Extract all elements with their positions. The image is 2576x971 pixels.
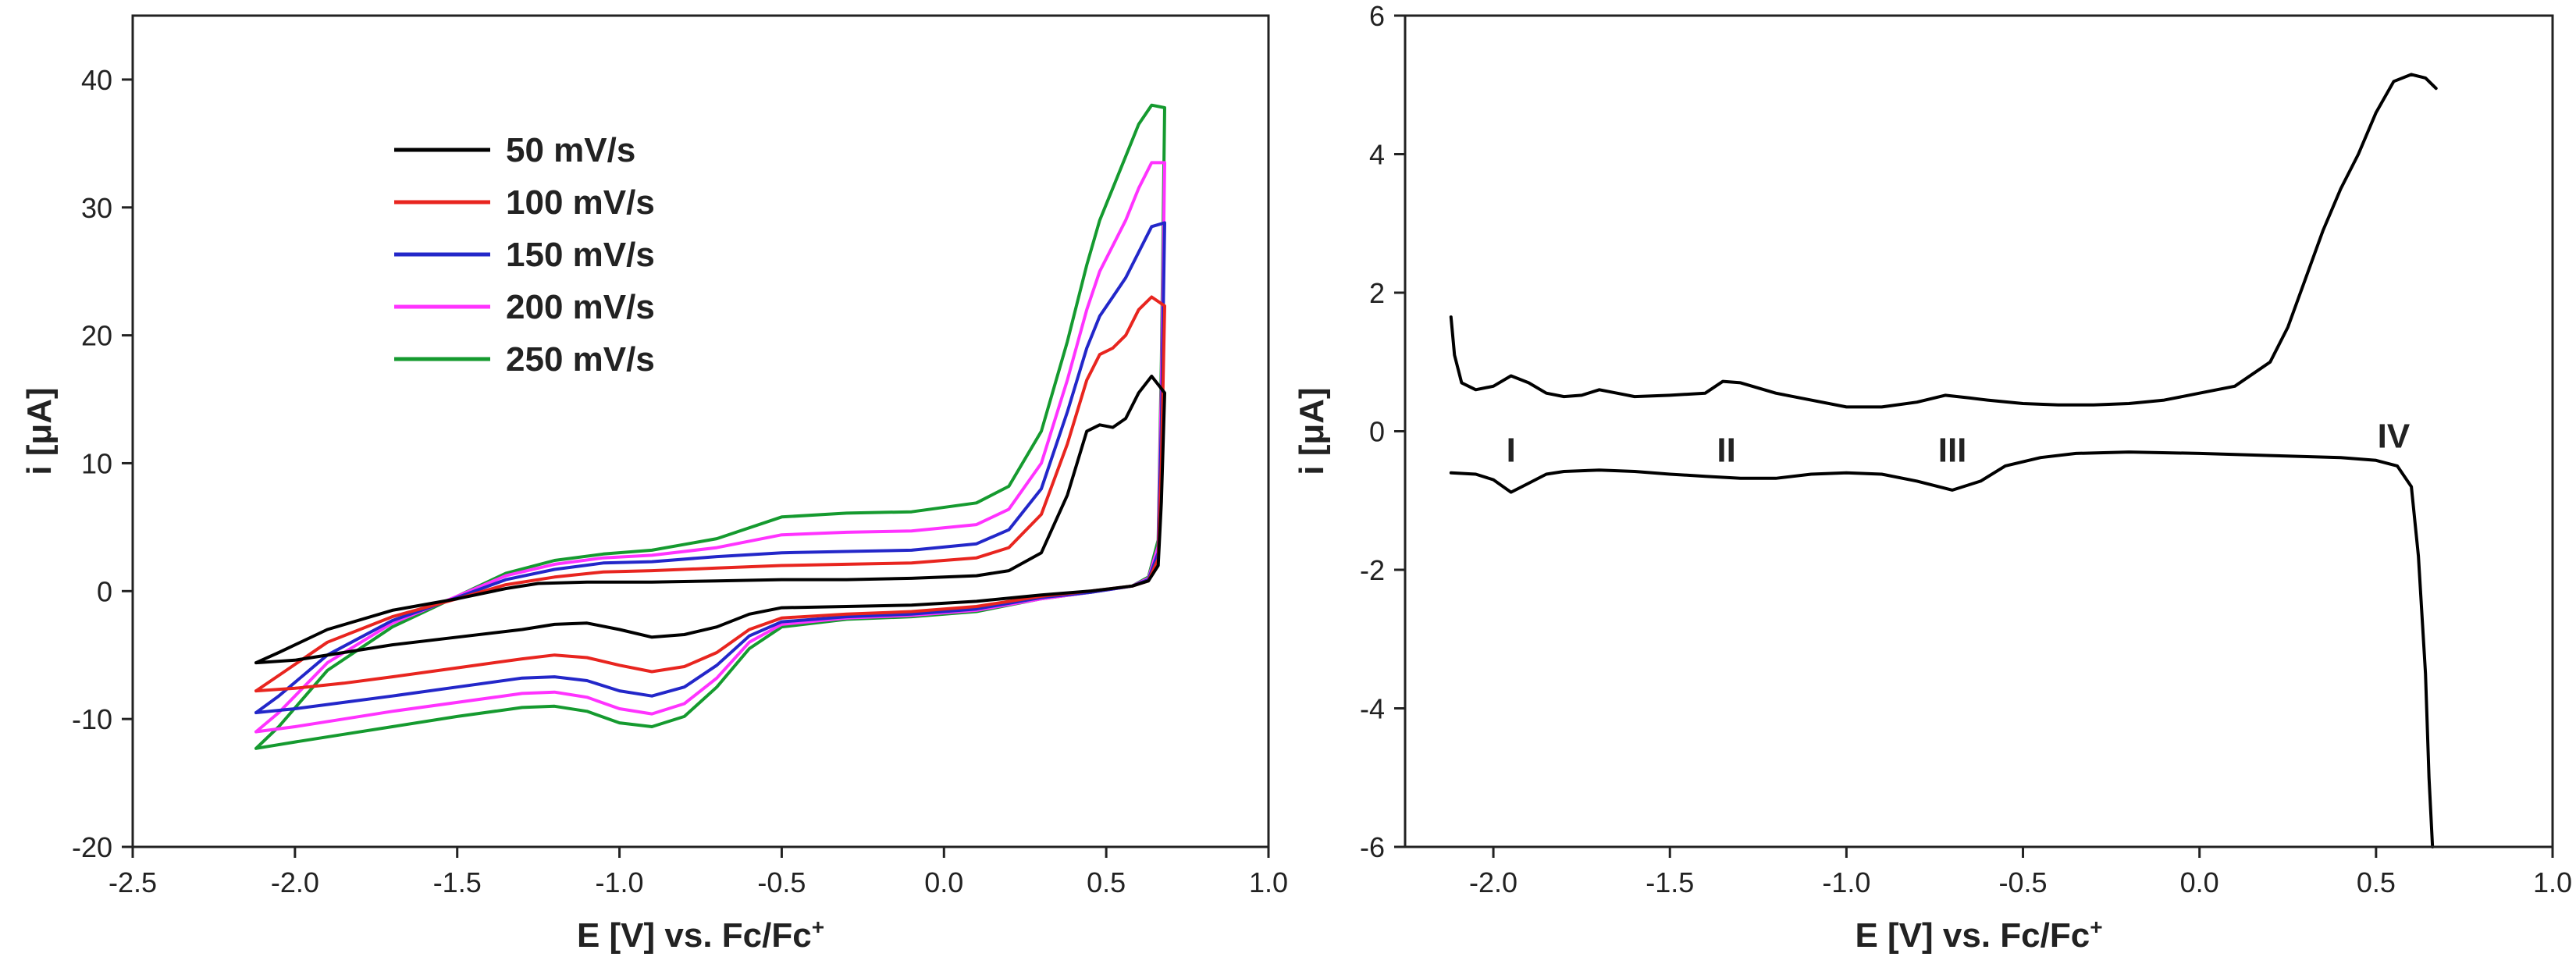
x-tick-label: -2.5 [109, 866, 157, 898]
x-tick-label: 0.5 [2357, 866, 2396, 898]
series-250-mv-s [254, 103, 1166, 750]
legend-label: 50 mV/s [506, 131, 635, 169]
left-y-axis-title: i [μA] [20, 387, 59, 475]
series-anodic [1449, 73, 2438, 409]
right-x-axis: -2.0 -1.5 -1.0 -0.5 0.0 0.5 1.0 [1469, 847, 2572, 898]
peak-label: IV [2378, 418, 2411, 456]
dpv-chart: -2.0 -1.5 -1.0 -0.5 0.0 0.5 1.0 -6 -4 -2 0 2 4 6 E [… [1293, 0, 2572, 955]
left-y-axis: -20 -10 0 10 20 30 40 [72, 64, 133, 863]
left-x-axis: -2.5 -2.0 -1.5 -1.0 -0.5 0.0 0.5 1.0 [109, 847, 1288, 898]
right-y-axis: -6 -4 -2 0 2 4 6 [1360, 0, 1405, 863]
legend-label: 150 mV/s [506, 236, 655, 274]
cv-series-group [254, 103, 1166, 750]
series-150-mv-s [254, 221, 1166, 714]
x-tick-label: -1.0 [1822, 866, 1870, 898]
legend-label: 250 mV/s [506, 340, 655, 379]
y-tick-label: 40 [81, 64, 112, 96]
y-tick-label: 20 [81, 320, 112, 352]
peak-label: II [1717, 431, 1735, 469]
left-x-axis-title: E [V] vs. Fc/Fc+ [577, 915, 824, 955]
left-plot-frame [131, 14, 1270, 848]
y-tick-label: -4 [1360, 693, 1385, 725]
y-tick-label: 30 [81, 192, 112, 224]
x-tick-label: -1.5 [1646, 866, 1694, 898]
y-tick-label: 10 [81, 447, 112, 479]
y-tick-label: -10 [72, 703, 112, 735]
legend: 50 mV/s 100 mV/s 150 mV/s 200 mV/s 250 mV/s [394, 131, 655, 379]
x-tick-label: -1.5 [433, 866, 482, 898]
y-tick-label: 0 [97, 575, 112, 607]
series-100-mv-s [254, 295, 1166, 693]
x-tick-label: -2.0 [1469, 866, 1517, 898]
series-50-mv-s [254, 375, 1166, 665]
legend-label: 200 mV/s [506, 288, 655, 326]
series-200-mv-s [254, 161, 1166, 734]
peak-annotations: I II III IV [1507, 418, 2411, 470]
y-tick-label: 6 [1369, 0, 1385, 32]
right-x-axis-title: E [V] vs. Fc/Fc+ [1855, 915, 2102, 955]
y-tick-label: 2 [1369, 277, 1385, 309]
peak-label: I [1507, 431, 1516, 469]
right-y-axis-title: i [μA] [1293, 387, 1331, 475]
series-cathodic [1449, 450, 2435, 848]
cv-scan-rate-chart: -2.5 -2.0 -1.5 -1.0 -0.5 0.0 0.5 1.0 -20 -10 0 10 2… [20, 14, 1288, 955]
x-tick-label: 1.0 [2533, 866, 2572, 898]
y-tick-label: -6 [1360, 831, 1385, 863]
y-tick-label: -20 [72, 831, 112, 863]
dpv-series-group [1449, 73, 2438, 848]
x-tick-label: 0.0 [2180, 866, 2219, 898]
peak-label: III [1938, 431, 1967, 469]
x-tick-label: 1.0 [1249, 866, 1288, 898]
y-tick-label: 0 [1369, 416, 1385, 448]
x-tick-label: 0.0 [924, 866, 963, 898]
y-tick-label: 4 [1369, 139, 1385, 171]
x-tick-label: -0.5 [757, 866, 806, 898]
x-tick-label: -1.0 [596, 866, 644, 898]
x-tick-label: -2.0 [271, 866, 319, 898]
x-tick-label: -0.5 [1999, 866, 2048, 898]
legend-label: 100 mV/s [506, 183, 655, 222]
y-tick-label: -2 [1360, 554, 1385, 586]
x-tick-label: 0.5 [1087, 866, 1126, 898]
